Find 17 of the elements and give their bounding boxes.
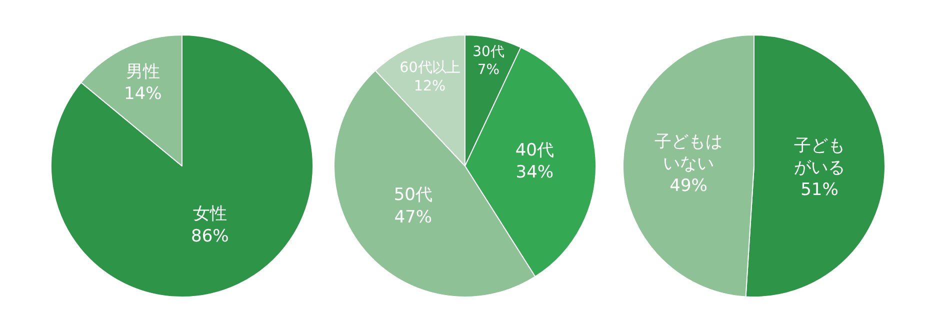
data-label: 34%	[516, 162, 554, 183]
data-label: 47%	[394, 207, 432, 228]
slice-label: 40代	[515, 140, 554, 161]
data-label: 14%	[124, 84, 162, 104]
slice-label: 50代	[394, 185, 432, 206]
slice-label: 女性	[192, 204, 227, 224]
data-label: 7%	[477, 62, 500, 78]
slice-label: 60代以上	[400, 60, 460, 76]
data-label: 12%	[414, 78, 446, 94]
slice-label: 男性	[126, 62, 160, 82]
slice-label: 30代	[472, 44, 504, 60]
data-label: 51%	[800, 180, 838, 200]
data-label: 49%	[670, 176, 708, 196]
slice-label: 子どもがいる	[794, 136, 845, 178]
data-label: 86%	[190, 226, 229, 246]
pie-slice	[51, 35, 313, 297]
slice-label: 子どもはいない	[654, 132, 723, 174]
